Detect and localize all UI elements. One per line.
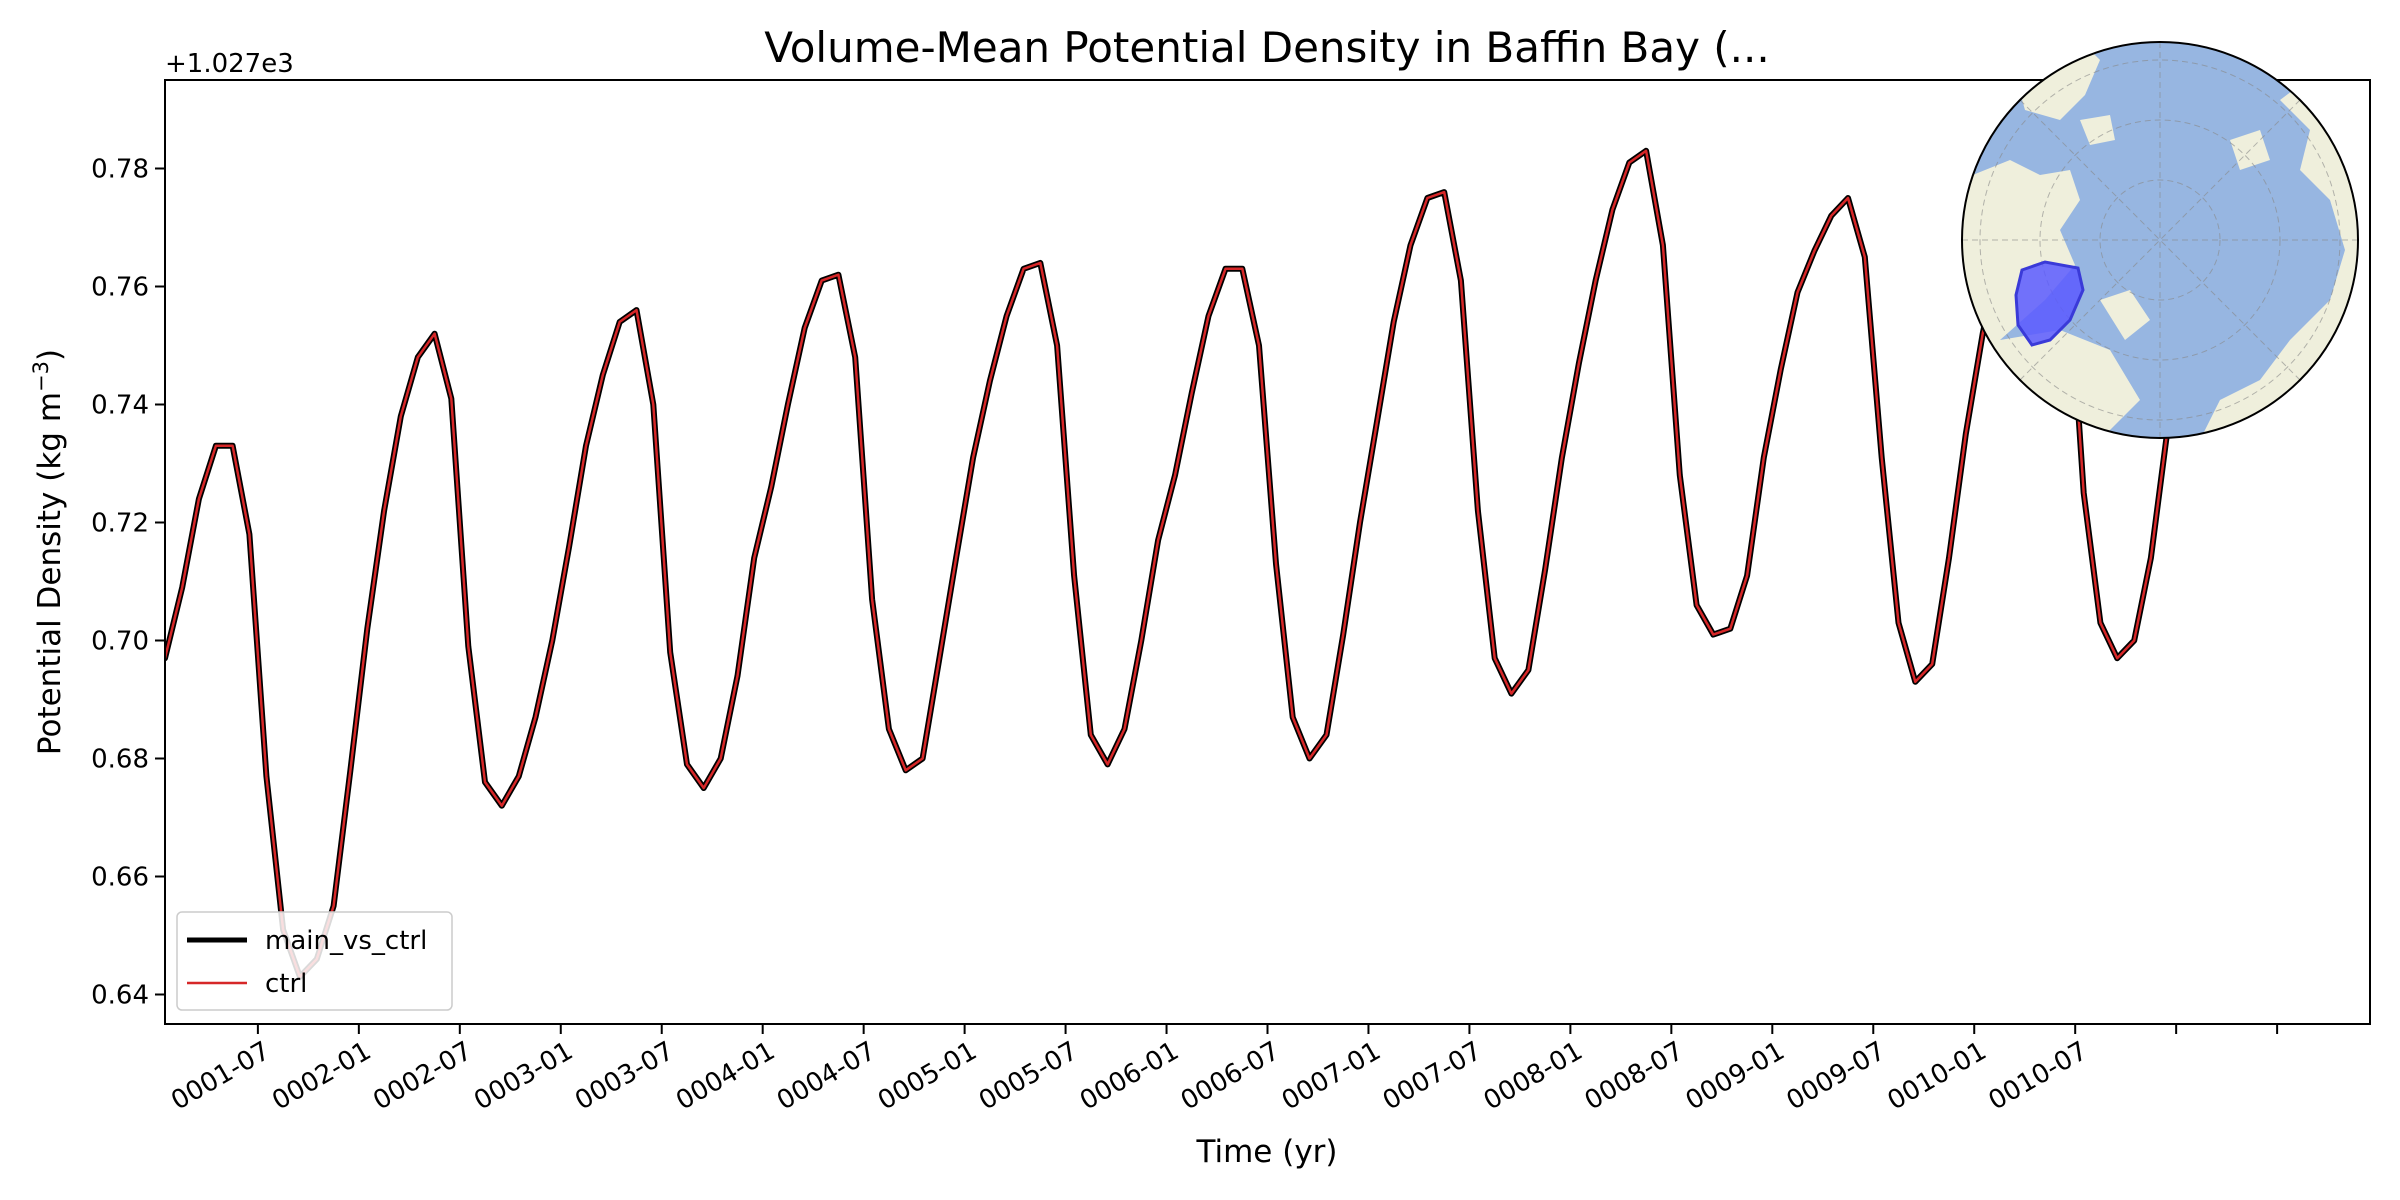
map-graticule [1962, 42, 2358, 438]
y-axis-title-sup: −3 [29, 361, 53, 392]
y-tick-label: 0.64 [91, 981, 149, 1011]
y-tick-label: 0.74 [91, 391, 149, 421]
y-tick-label: 0.70 [91, 627, 149, 657]
y-tick-label: 0.72 [91, 509, 149, 539]
x-axis-title: Time (yr) [1196, 1134, 1338, 1170]
y-axis-title-end: ) [32, 349, 68, 361]
map-border [1961, 41, 2359, 439]
legend-label-ctrl: ctrl [265, 969, 307, 999]
y-tick-label: 0.66 [91, 863, 149, 893]
y-tick-label: 0.68 [91, 745, 149, 775]
map-land-islands [2080, 115, 2270, 340]
y-tick-label: 0.78 [91, 155, 149, 185]
y-tick-label: 0.76 [91, 273, 149, 303]
series-line-ctrl [165, 149, 2169, 979]
y-offset-label: +1.027e3 [165, 49, 294, 79]
y-axis-ticks: 0.64 0.66 0.68 0.70 0.72 0.74 0.76 0.78 [91, 155, 165, 1011]
series-layer [165, 147, 2171, 980]
baffin-bay-region [2014, 260, 2085, 347]
legend: main_vs_ctrl ctrl [176, 911, 453, 1011]
chart-title: Volume-Mean Potential Density in Baffin … [764, 23, 1769, 72]
map-land-eurasia [2200, 70, 2358, 438]
legend-label-main-vs-ctrl: main_vs_ctrl [265, 926, 427, 956]
y-axis-title: Potential Density (kg m−3) [29, 349, 68, 755]
legend-box [176, 911, 453, 1011]
y-axis-title-main: Potential Density (kg m [32, 392, 68, 755]
